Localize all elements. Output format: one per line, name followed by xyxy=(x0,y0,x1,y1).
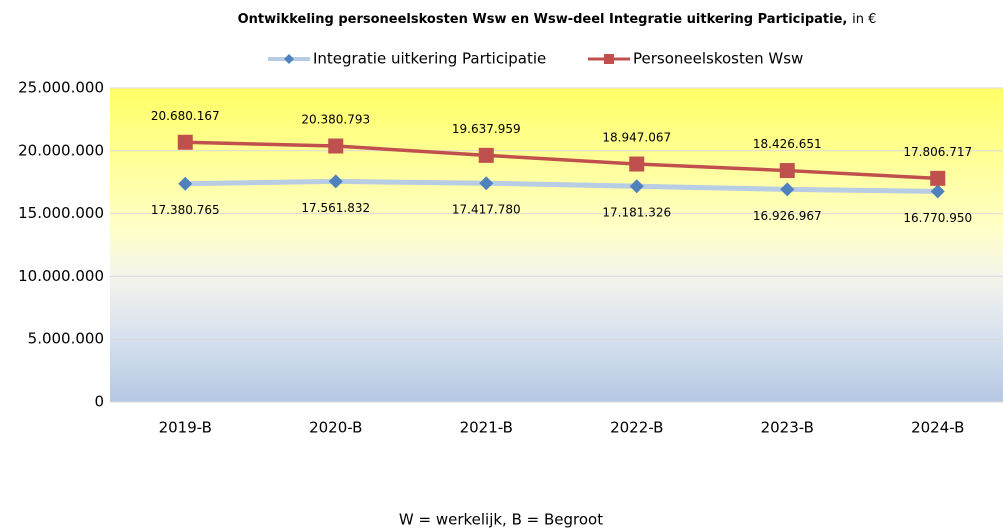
y-tick-label: 25.000.000 xyxy=(18,79,104,97)
legend-marker xyxy=(284,54,294,64)
marker xyxy=(629,156,645,172)
marker xyxy=(629,179,644,194)
y-tick-label: 5.000.000 xyxy=(28,330,104,348)
data-label: 17.561.832 xyxy=(301,201,370,215)
data-label: 18.947.067 xyxy=(602,131,671,145)
x-tick-label: 2024-B xyxy=(911,419,964,437)
marker xyxy=(177,134,193,150)
legend-label: Integratie uitkering Participatie xyxy=(313,50,546,68)
title-unit: in € xyxy=(852,12,876,27)
data-label: 19.637.959 xyxy=(452,122,521,136)
data-label: 18.426.651 xyxy=(753,137,822,151)
data-label: 17.417.780 xyxy=(452,203,521,217)
marker xyxy=(930,170,946,186)
x-tick-label: 2019-B xyxy=(159,419,212,437)
legend-marker xyxy=(604,54,614,64)
x-tick-label: 2021-B xyxy=(460,419,513,437)
data-label: 16.926.967 xyxy=(753,209,822,223)
data-label: 17.806.717 xyxy=(903,145,972,159)
footnote: W = werkelijk, B = Begroot xyxy=(399,511,603,529)
data-label: 20.680.167 xyxy=(151,109,220,123)
series-line xyxy=(185,140,938,181)
y-tick-label: 15.000.000 xyxy=(18,204,104,222)
y-tick-label: 10.000.000 xyxy=(18,267,104,285)
plot-area xyxy=(110,88,1003,402)
legend-label: Personeelskosten Wsw xyxy=(633,50,803,68)
x-tick-label: 2022-B xyxy=(610,419,663,437)
marker xyxy=(779,163,795,179)
marker xyxy=(479,176,494,191)
marker xyxy=(930,184,945,199)
x-tick-label: 2023-B xyxy=(761,419,814,437)
x-tick-label: 2020-B xyxy=(309,419,362,437)
y-tick-label: 0 xyxy=(94,393,104,411)
title-text: Ontwikkeling personeelskosten Wsw en Wsw… xyxy=(238,12,848,27)
series-line xyxy=(185,178,938,194)
marker xyxy=(328,174,343,189)
data-label: 17.380.765 xyxy=(151,203,220,217)
chart-title: Ontwikkeling personeelskosten Wsw en Wsw… xyxy=(238,10,877,28)
data-label: 20.380.793 xyxy=(301,113,370,127)
marker xyxy=(780,182,795,197)
marker xyxy=(328,138,344,154)
y-tick-label: 20.000.000 xyxy=(18,141,104,159)
data-label: 16.770.950 xyxy=(903,211,972,225)
data-label: 17.181.326 xyxy=(602,206,671,220)
marker xyxy=(478,147,494,163)
marker xyxy=(178,176,193,191)
